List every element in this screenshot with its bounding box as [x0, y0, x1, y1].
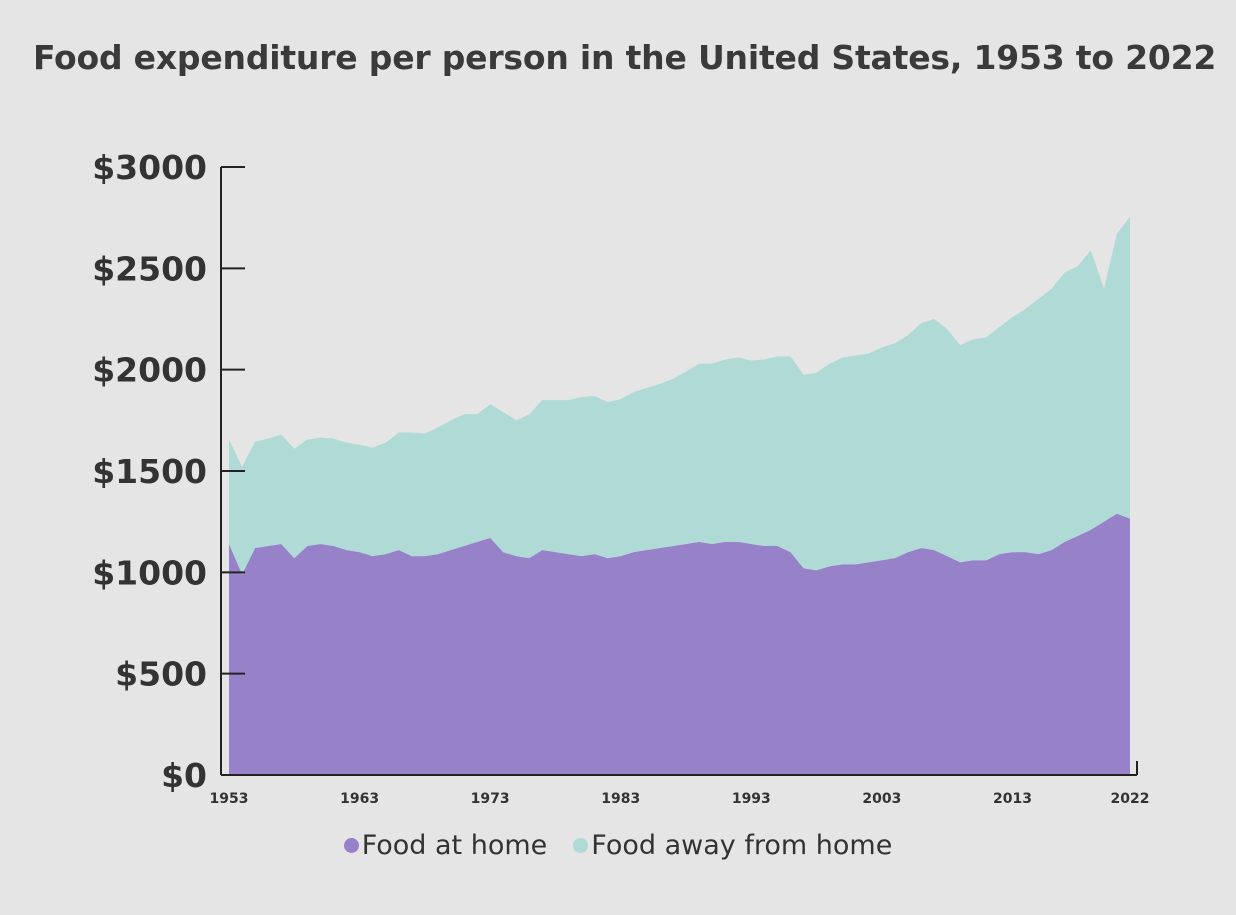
area-food-at-home — [229, 513, 1130, 775]
legend-item-food-at-home: Food at home — [343, 830, 548, 861]
x-tick-label: 1953 — [210, 791, 249, 807]
y-tick-label: $0 — [161, 756, 207, 795]
x-tick-label: 1983 — [601, 791, 640, 807]
area-food-away-from-home — [229, 216, 1130, 575]
legend-label-food-at-home: Food at home — [361, 830, 548, 861]
y-tick-label: $3000 — [92, 148, 207, 187]
x-tick-label: 2003 — [862, 791, 901, 807]
x-tick-label: 2022 — [1111, 791, 1150, 807]
y-tick-label: $1000 — [92, 553, 207, 592]
y-tick-label: $2000 — [92, 351, 207, 390]
y-tick-label: $1500 — [92, 452, 207, 491]
y-tick-label: $2500 — [92, 249, 207, 288]
x-tick-label: 1993 — [732, 791, 771, 807]
legend-swatch-food-at-home — [343, 838, 359, 853]
x-tick-label: 1963 — [340, 791, 379, 807]
x-tick-label: 2013 — [993, 791, 1032, 807]
legend-label-food-away-from-home: Food away from home — [591, 830, 893, 861]
chart-area: $0 $500 $1000 $1500 $2000 $2500 $3000 1953 1963 1… — [92, 148, 1149, 807]
area-layer — [229, 216, 1130, 775]
y-tick-label: $500 — [115, 655, 207, 694]
x-tick-label: 1973 — [471, 791, 510, 807]
legend: Food at home Food away from home — [0, 830, 1236, 861]
legend-item-food-away-from-home: Food away from home — [573, 830, 892, 861]
chart-title: Food expenditure per person in the Unite… — [33, 38, 1217, 77]
legend-swatch-food-away-from-home — [573, 838, 589, 853]
tick-labels: $0 $500 $1000 $1500 $2000 $2500 $3000 1953 1963 1… — [92, 148, 1149, 807]
